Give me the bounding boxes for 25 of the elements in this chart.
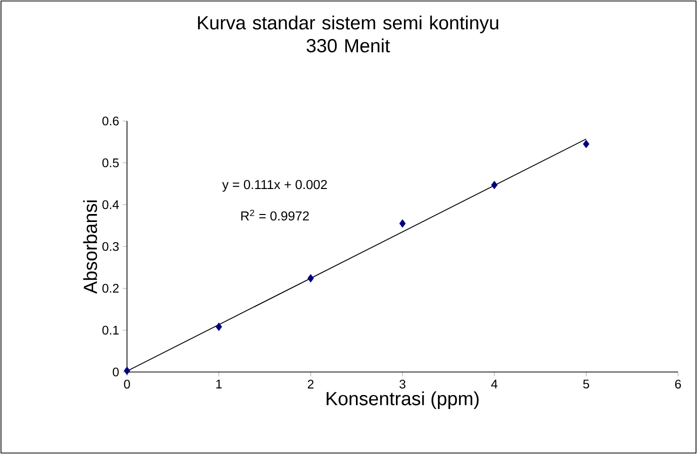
x-tick-label: 4: [491, 380, 498, 388]
x-tick-label: 2: [308, 380, 314, 388]
x-tick-label: 0: [124, 380, 130, 389]
y-axis-title: Absorbansi: [83, 200, 98, 294]
x-tick-label: 3: [400, 380, 406, 389]
chart-title: Kurva standar sistem semi kontinyu 330 Menit: [198, 16, 498, 52]
annotation: R$^{2}$ = 0.9972: [241, 210, 309, 221]
x-axis-title: Konsentrasi (ppm): [326, 391, 479, 410]
y-tick-label: 0.3: [102, 242, 119, 251]
y-tick-label: 0.4: [102, 200, 119, 210]
y-tick-label: 0.2: [102, 284, 119, 293]
x-tick-label: 1: [216, 380, 222, 388]
point: [582, 140, 590, 148]
point: [124, 366, 130, 375]
x-tick-label: 5: [583, 380, 590, 388]
point: [491, 180, 498, 190]
point: [307, 274, 314, 282]
point: [216, 322, 222, 332]
point: [399, 219, 406, 228]
y-tick-label: 0.6: [102, 116, 119, 126]
y-tick-label: 0: [112, 368, 119, 376]
annotation: y = 0.111x + 0.002: [222, 180, 327, 192]
y-tick-label: 0.1: [102, 326, 119, 335]
y-tick-label: 0.5: [102, 158, 119, 168]
x-tick-label: 6: [675, 380, 681, 389]
